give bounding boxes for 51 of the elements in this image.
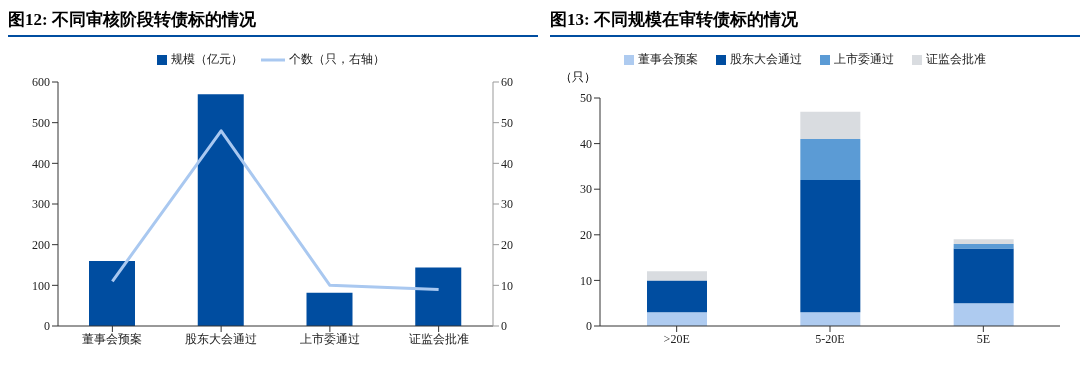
bar [306,292,353,326]
bar [800,180,861,313]
legend-label: 个数（只，右轴） [288,51,385,68]
bar [89,260,135,326]
chart-title: 图12: 不同审核阶段转债标的情况 [8,8,538,37]
y2-tick-label: 60 [501,75,513,90]
y-tick-label: 500 [32,115,50,130]
y-tick-label: 30 [580,182,592,197]
y-tick-label: 20 [580,228,592,243]
y2-tick-label: 20 [501,237,513,252]
y2-tick-label: 50 [501,115,513,130]
legend-label: 董事会预案 [638,51,698,68]
x-tick-label: 5-20E [815,331,845,346]
bar [953,239,1014,244]
y-axis-title: （只） [560,69,596,86]
bar [953,248,1014,304]
chart-title: 图13: 不同规模在审转债标的情况 [550,8,1080,37]
bar [647,271,707,281]
bar [953,303,1014,326]
x-tick-label: 证监会批准 [408,331,469,346]
bar [800,139,861,181]
bar [647,312,707,326]
legend-label: 规模（亿元） [170,51,243,68]
y2-tick-label: 30 [501,197,513,212]
y-tick-label: 400 [32,156,50,171]
x-tick-label: 股东大会通过 [185,331,258,346]
y-tick-label: 300 [32,197,50,212]
y2-tick-label: 10 [501,278,513,293]
legend-label: 上市委通过 [834,51,894,68]
line-series [110,129,441,291]
x-tick-label: >20E [663,331,690,346]
x-tick-label: 5E [976,331,991,346]
y-tick-label: 0 [586,319,592,334]
y-tick-label: 600 [32,75,50,90]
y2-tick-label: 0 [501,319,507,334]
bar [800,111,861,140]
bar [647,280,707,313]
x-tick-label: 上市委通过 [299,331,360,346]
legend-label: 股东大会通过 [730,51,802,68]
bar [800,312,861,326]
y-tick-label: 50 [580,91,592,106]
legend-label: 证监会批准 [926,51,986,68]
y-tick-label: 200 [32,237,50,252]
x-tick-label: 董事会预案 [82,331,143,346]
y-tick-label: 10 [580,273,592,288]
bar [415,267,462,326]
y-tick-label: 0 [44,319,50,334]
y-tick-label: 40 [580,136,592,151]
y-tick-label: 100 [32,278,50,293]
bar [197,94,244,326]
y2-tick-label: 40 [501,156,513,171]
